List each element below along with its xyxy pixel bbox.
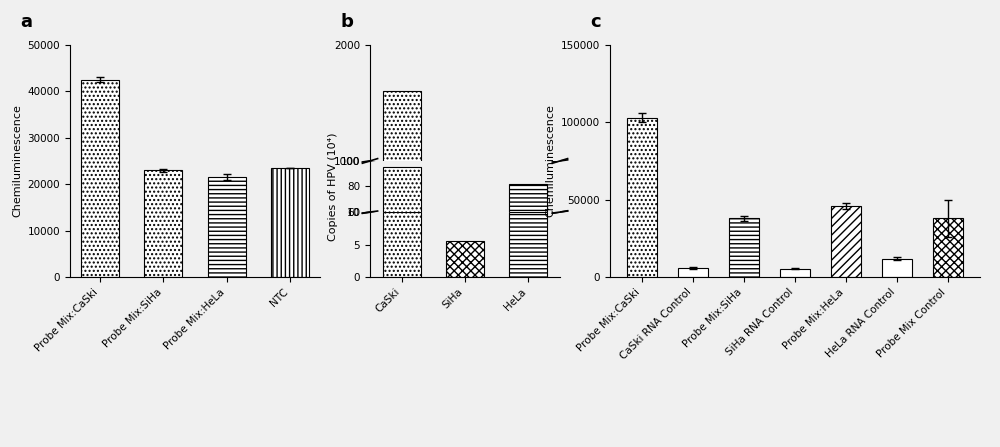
- Bar: [780, 269, 810, 277]
- Text: b: b: [340, 13, 353, 31]
- Bar: [383, 212, 421, 277]
- Text: a: a: [20, 13, 32, 31]
- Bar: [208, 177, 246, 277]
- Bar: [509, 212, 547, 277]
- Bar: [678, 268, 708, 277]
- Bar: [383, 91, 421, 277]
- Y-axis label: Chemiluminescence: Chemiluminescence: [545, 105, 555, 217]
- Bar: [729, 218, 759, 277]
- Bar: [81, 80, 119, 277]
- Text: c: c: [590, 13, 601, 31]
- Y-axis label: Copies of HPV (10⁴): Copies of HPV (10⁴): [328, 132, 338, 241]
- Bar: [383, 167, 421, 289]
- Bar: [509, 184, 547, 289]
- Bar: [446, 241, 484, 277]
- Y-axis label: Chemiluminescence: Chemiluminescence: [12, 105, 22, 217]
- Bar: [882, 258, 912, 277]
- Bar: [933, 218, 963, 277]
- Bar: [627, 118, 657, 277]
- Bar: [271, 168, 309, 277]
- Bar: [831, 206, 861, 277]
- Bar: [144, 170, 182, 277]
